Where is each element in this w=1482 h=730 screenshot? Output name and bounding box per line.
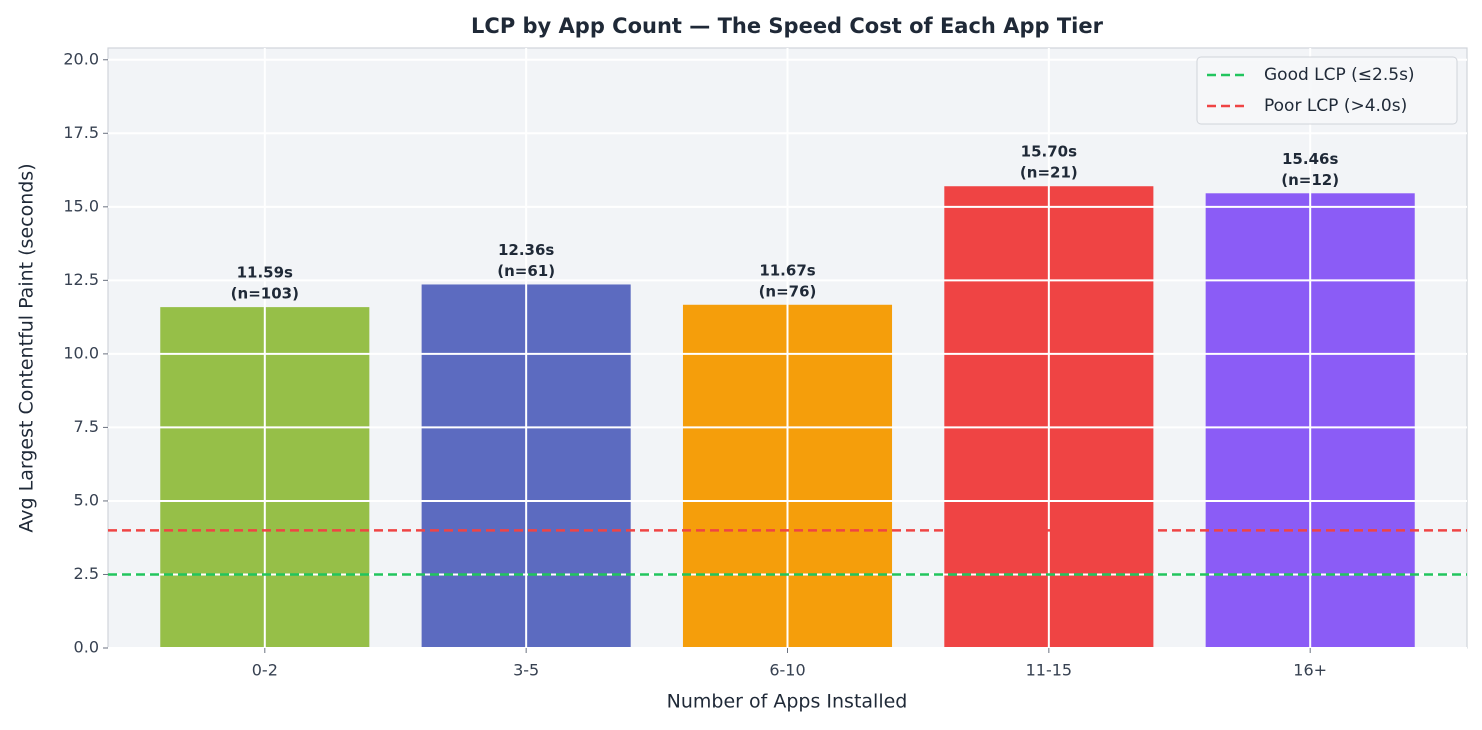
x-tick-label: 3-5	[513, 661, 539, 680]
y-tick-label: 15.0	[63, 196, 99, 215]
legend-box	[1196, 56, 1458, 125]
value-label: 12.36s	[498, 241, 554, 259]
value-label: 11.59s	[237, 264, 293, 282]
chart-title: LCP by App Count — The Speed Cost of Eac…	[471, 14, 1104, 38]
sample-label: (n=76)	[759, 282, 817, 300]
legend-label: Good LCP (≤2.5s)	[1264, 65, 1415, 85]
y-tick-label: 0.0	[74, 638, 99, 657]
y-tick-label: 7.5	[74, 417, 99, 436]
y-tick-label: 20.0	[63, 49, 99, 68]
y-tick-label: 5.0	[74, 490, 99, 509]
sample-label: (n=12)	[1281, 171, 1339, 189]
x-axis-label: Number of Apps Installed	[667, 691, 908, 713]
x-tick-label: 6-10	[769, 661, 805, 680]
sample-label: (n=21)	[1020, 164, 1078, 182]
y-tick-label: 2.5	[74, 564, 99, 583]
y-axis-label: Avg Largest Contentful Paint (seconds)	[16, 163, 38, 532]
x-tick-label: 11-15	[1026, 661, 1073, 680]
y-tick-label: 10.0	[63, 343, 99, 362]
y-tick-label: 12.5	[63, 270, 99, 289]
legend-label: Poor LCP (>4.0s)	[1264, 96, 1407, 116]
x-tick-label: 16+	[1293, 661, 1327, 680]
value-label: 15.46s	[1282, 150, 1338, 168]
sample-label: (n=103)	[231, 285, 299, 303]
value-label: 11.67s	[759, 261, 815, 279]
value-label: 15.70s	[1021, 143, 1077, 161]
x-tick-label: 0-2	[252, 661, 278, 680]
y-tick-label: 17.5	[63, 123, 99, 142]
sample-label: (n=61)	[497, 262, 555, 280]
